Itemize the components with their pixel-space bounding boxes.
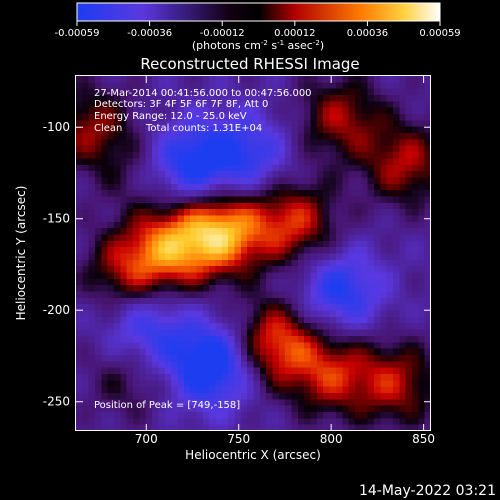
y-tick-label: -150 [43,212,70,226]
y-tick-label: -200 [43,303,70,317]
x-tick-label: 800 [320,432,343,446]
annotation-energy: Energy Range: 12.0 - 25.0 keV [94,111,247,122]
colorbar: -0.00059 -0.00036 -0.00012 0.00012 0.00036 0.… [55,2,461,52]
timestamp: 14-May-2022 03:21 [359,483,496,499]
x-axis-label: Heliocentric X (arcsec) [185,448,321,462]
chart-title: Reconstructed RHESSI Image [140,55,359,73]
colorbar-tick-label: -0.00012 [200,28,245,39]
y-tick-label: -250 [43,395,70,409]
annotation-block: 27-Mar-2014 00:41:56.000 to 00:47:56.000… [94,88,312,134]
colorbar-unit-label: (photons cm-2 s-1 asec-2) [192,39,324,52]
y-tick-label: -100 [43,120,70,134]
annotation-peak-position: Position of Peak = [749,-158] [94,400,240,411]
annotation-detectors: Detectors: 3F 4F 5F 6F 7F 8F, Att 0 [94,99,268,110]
plot-frame [75,75,431,431]
colorbar-tick-label: 0.00012 [274,28,315,39]
x-tick-label: 850 [412,432,435,446]
annotation-total-counts: Total counts: 1.31E+04 [145,123,262,134]
colorbar-tick-label: 0.00059 [419,28,460,39]
plot-area: 700 750 800 850 -100 -150 -200 -250 [43,75,435,446]
axis-ticks: 700 750 800 850 -100 -150 -200 -250 [43,76,435,446]
colorbar-ticks: -0.00059 -0.00036 -0.00012 0.00012 0.00036 0.… [55,21,461,39]
colorbar-gradient [76,2,441,22]
heatmap-image [76,76,431,431]
colorbar-tick-label: -0.00059 [55,28,100,39]
annotation-time-range: 27-Mar-2014 00:41:56.000 to 00:47:56.000 [94,88,312,99]
x-tick-label: 700 [135,432,158,446]
x-tick-label: 750 [227,432,250,446]
colorbar-tick-label: -0.00036 [127,28,172,39]
colorbar-tick-label: 0.00036 [347,28,388,39]
y-axis-label: Heliocentric Y (arcsec) [14,186,28,321]
annotation-clean: Clean [94,123,122,134]
